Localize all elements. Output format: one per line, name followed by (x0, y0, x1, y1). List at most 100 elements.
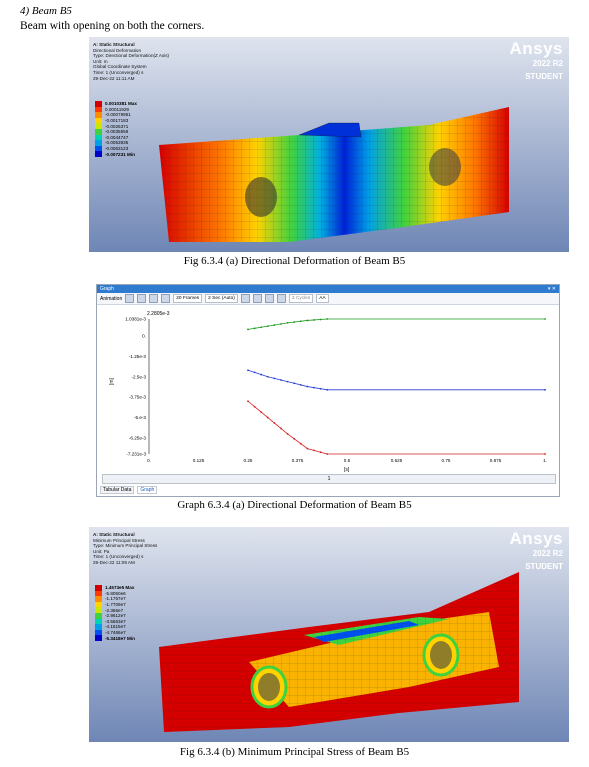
legend-label: -2.366e7 (105, 607, 124, 613)
time-cursor-bar[interactable]: 1 (102, 474, 556, 484)
zoom-icon[interactable] (252, 294, 262, 303)
legend-swatch (95, 128, 102, 135)
legend-swatch (95, 635, 102, 641)
deformation-chart: 2.2805e-3 1.0381e-3 0. -1.25e-3 -2.5e-3 -3.7… (109, 311, 547, 473)
close-icon[interactable]: ▾ ✕ (547, 286, 556, 292)
legend-swatch (95, 134, 102, 141)
tab-tabular-data[interactable]: Tabular Data (100, 486, 135, 494)
legend-entry: -5.3418e7 Min (95, 635, 135, 641)
series-point-2 (313, 449, 315, 452)
legend-entry: -0.0063123 (95, 145, 137, 152)
distributed-icon[interactable] (264, 294, 274, 303)
x-tick-label: 0.375 (292, 458, 304, 463)
fig2-legend: 1.4573e5 Max -5.8050e6 -1.1757e7 -1.7709e7-… (95, 585, 135, 641)
series-point-2 (266, 416, 269, 419)
series-point-0 (286, 321, 289, 324)
series-point-1 (286, 380, 289, 383)
legend-label: 0.0010381 Max (105, 101, 137, 107)
legend-label: -0.0044747 (105, 134, 129, 140)
legend-label: -5.8050e6 (105, 590, 126, 596)
series-point-1 (273, 377, 276, 380)
legend-label: -3.5563e7 (105, 618, 126, 624)
ansys-brand: Ansys 2022 R2 STUDENT (509, 529, 563, 571)
series-point-0 (544, 318, 546, 320)
legend-entry: -0.0026371 (95, 123, 137, 129)
series-point-1 (299, 384, 302, 386)
ansys-version: 2022 R2 (532, 59, 563, 68)
info-line: Directional Deformation (93, 47, 141, 53)
series-point-2 (247, 400, 249, 403)
series-point-0 (273, 324, 276, 326)
legend-entry: -0.007231 Min (95, 151, 137, 157)
stop-icon[interactable] (149, 294, 159, 303)
legend-entry: -3.5563e7 (95, 618, 135, 625)
y-tick-label: -3.75e-3 (129, 395, 147, 400)
series-point-1 (253, 371, 256, 374)
series-point-2 (299, 442, 302, 445)
series-point-2 (280, 427, 282, 430)
next-frame-icon[interactable] (161, 294, 171, 303)
x-tick-label: 0.125 (193, 458, 205, 463)
series-point-2 (293, 437, 296, 440)
legend-label: -0.0026371 (105, 123, 129, 129)
fig2-info: A: Static Structural Minimum Principal S… (93, 532, 157, 566)
y-tick-label: 0. (142, 333, 146, 338)
series-line-2 (247, 400, 545, 455)
cycles-button[interactable]: 3 Cycles (288, 294, 314, 303)
fig2-caption: Fig 6.3.4 (b) Minimum Principal Stress o… (179, 746, 410, 758)
legend-entry: -1.7709e7 (95, 601, 135, 608)
settings-icon[interactable] (276, 294, 286, 303)
legend-label: -2.9612e7 (105, 613, 126, 619)
aa-button[interactable]: AA (316, 294, 329, 303)
graph-title: Graph (100, 286, 114, 292)
x-tick-label: 0.875 (490, 458, 502, 463)
ansys-brand: Ansys 2022 R2 STUDENT (509, 39, 563, 81)
y-tick-label: -7.231e-3 (126, 452, 146, 457)
series-point-0 (266, 325, 269, 328)
legend-swatch (95, 101, 102, 107)
frames-select[interactable]: 20 Frames (173, 294, 203, 303)
directional-deformation-figure: A: Static Structural Directional Deforma… (89, 37, 569, 252)
legend-swatch (95, 596, 102, 602)
fig1-legend: 0.0010381 Max 0.00011929 -0.00079951 -0.001… (95, 101, 137, 157)
series-point-2 (306, 447, 309, 450)
legend-entry: -0.0044747 (95, 134, 137, 141)
speed-select[interactable]: 2 Sec (Auto) (205, 294, 238, 303)
first-frame-icon[interactable] (125, 294, 135, 303)
info-line: 29-Dec-22 11:09 AM (93, 559, 135, 565)
legend-entry: -0.0035559 (95, 128, 137, 135)
series-line-1 (247, 369, 545, 391)
legend-label: -0.0017183 (105, 118, 129, 124)
legend-entry: 0.00011929 (95, 106, 137, 113)
legend-label: -0.0063123 (105, 146, 129, 152)
legend-entry: 1.4573e5 Max (95, 585, 135, 591)
ansys-version: 2022 R2 (532, 549, 563, 558)
x-tick-label: 0.625 (391, 458, 403, 463)
export-icon[interactable] (240, 294, 250, 303)
play-icon[interactable] (137, 294, 147, 303)
section-heading: 4) Beam B5 (20, 5, 72, 17)
x-tick-label: 0.5 (344, 458, 351, 463)
legend-swatch (95, 145, 102, 152)
legend-swatch (95, 629, 102, 636)
legend-swatch (95, 590, 102, 597)
fig1-caption: Fig 6.3.4 (a) Directional Deformation of… (183, 255, 406, 267)
legend-label: -1.1757e7 (105, 596, 126, 602)
y-tick-label: -2.5e-3 (131, 374, 146, 379)
series-point-1 (319, 387, 322, 390)
info-line: Global Coordinate System (93, 64, 147, 70)
series-point-1 (247, 369, 249, 372)
info-line: Type: Minimum Principal Stress (93, 543, 158, 549)
series-line-0 (247, 318, 545, 330)
series-point-0 (293, 321, 296, 323)
info-line: Type: Directional Deformation(Z Axis) (93, 53, 170, 59)
y-axis-label: [m] (109, 377, 115, 385)
tab-graph[interactable]: Graph (137, 486, 158, 494)
graph-titlebar: Graph ▾ ✕ (97, 285, 559, 293)
cursor-value: 1 (327, 476, 331, 482)
legend-swatch (95, 123, 102, 129)
legend-entry: -1.1757e7 (95, 596, 135, 602)
x-tick-label: 1. (543, 458, 547, 463)
legend-entry: -0.0017183 (95, 117, 137, 124)
legend-entry: -4.1515e7 (95, 624, 135, 630)
